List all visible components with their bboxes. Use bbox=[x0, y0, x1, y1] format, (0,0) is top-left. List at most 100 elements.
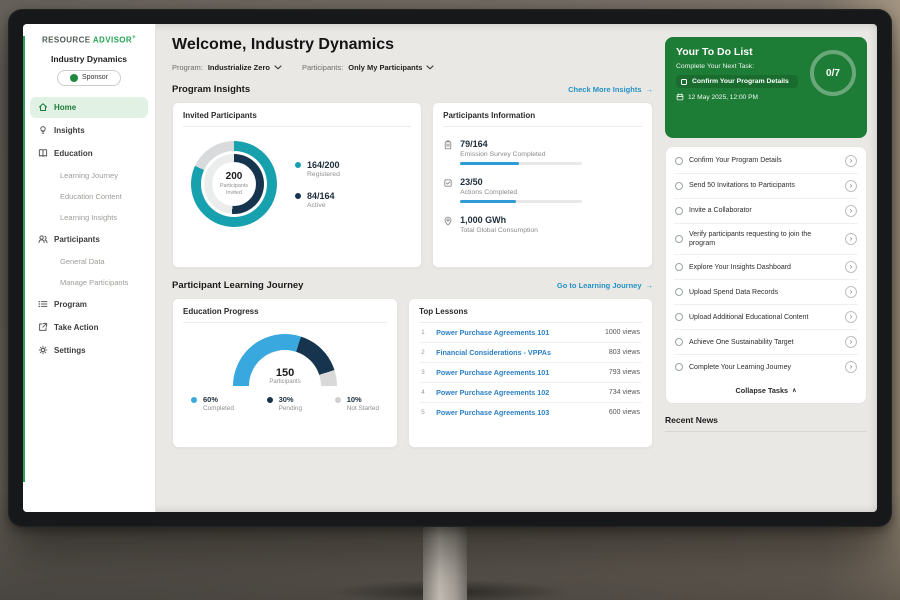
task-chevron-button[interactable]: › bbox=[845, 233, 857, 246]
stat-actions-completed: 23/50 Actions Completed bbox=[443, 177, 642, 203]
logo-plus: + bbox=[132, 35, 137, 41]
task-chevron-button[interactable]: › bbox=[845, 361, 857, 374]
checkbox-icon[interactable] bbox=[681, 78, 687, 85]
stat-value: 23/50 bbox=[460, 177, 483, 187]
sidebar-item-manage-participants[interactable]: Manage Participants bbox=[30, 273, 148, 292]
task-checkbox[interactable] bbox=[675, 313, 683, 322]
link-label: Check More Insights bbox=[568, 85, 642, 94]
lesson-title-link[interactable]: Power Purchase Agreements 102 bbox=[436, 388, 550, 397]
collapse-tasks-link[interactable]: Collapse Tasks ∧ bbox=[674, 379, 858, 401]
sidebar-item-education[interactable]: Education bbox=[30, 143, 148, 164]
sponsor-badge[interactable]: Sponsor bbox=[57, 69, 121, 86]
sidebar-item-label: Home bbox=[54, 102, 77, 112]
task-row-invite-collaborator[interactable]: Invite a Collaborator › bbox=[674, 199, 858, 224]
lesson-title-link[interactable]: Power Purchase Agreements 103 bbox=[436, 408, 550, 417]
task-chevron-button[interactable]: › bbox=[845, 336, 857, 349]
task-chevron-button[interactable]: › bbox=[845, 261, 857, 274]
lesson-rank: 4 bbox=[421, 389, 425, 396]
home-icon bbox=[38, 102, 48, 112]
card-title: Top Lessons bbox=[419, 307, 642, 323]
todo-subtitle: Complete Your Next Task: bbox=[676, 63, 755, 70]
task-label: Explore Your Insights Dashboard bbox=[689, 263, 791, 271]
sidebar-item-participants[interactable]: Participants bbox=[30, 229, 148, 250]
sidebar-item-learning-journey[interactable]: Learning Journey bbox=[30, 166, 148, 185]
task-label: Confirm Your Program Details bbox=[689, 157, 782, 165]
task-row-achieve-sustainability-target[interactable]: Achieve One Sustainability Target › bbox=[674, 330, 858, 356]
task-row-complete-learning-journey[interactable]: Complete Your Learning Journey › bbox=[674, 355, 858, 379]
task-label: Upload Spend Data Records bbox=[689, 288, 779, 296]
task-chevron-button[interactable]: › bbox=[845, 155, 857, 167]
sidebar-item-insights[interactable]: Insights bbox=[30, 120, 148, 141]
task-row-upload-spend-data[interactable]: Upload Spend Data Records › bbox=[674, 280, 858, 306]
participants-dropdown[interactable]: Only My Participants bbox=[348, 63, 434, 72]
task-checkbox[interactable] bbox=[675, 207, 683, 215]
task-chevron-button[interactable]: › bbox=[845, 205, 857, 217]
todo-title: Your To Do List bbox=[676, 46, 753, 58]
todo-due-date: 12 May 2025, 12:00 PM bbox=[676, 93, 856, 101]
task-checkbox[interactable] bbox=[675, 157, 683, 165]
lesson-row[interactable]: 3 Power Purchase Agreements 101 793 view… bbox=[419, 363, 642, 383]
participants-filter: Participants: Only My Participants bbox=[302, 63, 434, 72]
stat-value: 79/164 bbox=[460, 139, 488, 149]
legend-dot-registered bbox=[295, 161, 301, 168]
go-to-learning-journey-link[interactable]: Go to Learning Journey → bbox=[557, 281, 653, 290]
task-checkbox[interactable] bbox=[675, 235, 683, 244]
lesson-row[interactable]: 1 Power Purchase Agreements 101 1000 vie… bbox=[419, 323, 642, 343]
main-content: Welcome, Industry Dynamics Program: Indu… bbox=[156, 24, 665, 512]
task-checkbox[interactable] bbox=[675, 363, 683, 372]
task-row-confirm-program[interactable]: Confirm Your Program Details › bbox=[674, 149, 858, 174]
legend-item-pending: 30% Pending bbox=[266, 395, 302, 412]
page-title: Welcome, Industry Dynamics bbox=[172, 36, 394, 53]
task-checkbox[interactable] bbox=[675, 338, 683, 347]
sidebar-item-take-action[interactable]: Take Action bbox=[30, 317, 148, 338]
lesson-rank: 5 bbox=[421, 409, 425, 416]
gauge-center-value: 150 bbox=[275, 367, 295, 379]
lesson-row[interactable]: 2 Financial Considerations - VPPAs 803 v… bbox=[419, 343, 642, 363]
lesson-row[interactable]: 4 Power Purchase Agreements 102 734 view… bbox=[419, 383, 642, 403]
task-row-explore-insights[interactable]: Explore Your Insights Dashboard › bbox=[674, 255, 858, 281]
task-label: Achieve One Sustainability Target bbox=[689, 338, 794, 346]
invited-participants-chart-area: 200 Participants Invited 164/200 Registe… bbox=[183, 127, 411, 227]
participants-filter-label: Participants: bbox=[301, 63, 344, 72]
todo-next-task[interactable]: Confirm Your Program Details bbox=[676, 75, 798, 88]
lesson-title-link[interactable]: Power Purchase Agreements 101 bbox=[436, 328, 550, 337]
calendar-icon bbox=[676, 93, 684, 101]
task-row-upload-educational-content[interactable]: Upload Additional Educational Content › bbox=[674, 305, 858, 331]
card-title: Education Progress bbox=[183, 307, 388, 323]
sidebar-item-general-data[interactable]: General Data bbox=[30, 252, 148, 271]
task-checkbox[interactable] bbox=[675, 182, 683, 190]
lesson-rank: 2 bbox=[421, 349, 425, 356]
monitor-stand bbox=[423, 522, 467, 600]
task-chevron-button[interactable]: › bbox=[845, 286, 857, 299]
lesson-title-link[interactable]: Financial Considerations - VPPAs bbox=[436, 348, 551, 357]
legend-value: 164/200 bbox=[307, 159, 340, 170]
lesson-title-link[interactable]: Power Purchase Agreements 101 bbox=[436, 368, 550, 377]
task-chevron-button[interactable]: › bbox=[845, 311, 857, 324]
check-more-insights-link[interactable]: Check More Insights → bbox=[568, 85, 653, 94]
section-title-program-insights: Program Insights bbox=[172, 84, 251, 95]
sidebar-item-home[interactable]: Home bbox=[30, 96, 148, 118]
consumption-icon bbox=[443, 216, 453, 234]
task-checkbox[interactable] bbox=[675, 263, 683, 272]
sidebar-item-label: Program bbox=[54, 299, 87, 309]
task-row-send-invitations[interactable]: Send 50 Invitations to Participants › bbox=[674, 174, 858, 199]
task-row-verify-participants[interactable]: Verify participants requesting to join t… bbox=[674, 224, 858, 256]
lesson-row[interactable]: 5 Power Purchase Agreements 103 600 view… bbox=[419, 403, 642, 422]
todo-panel: Your To Do List Complete Your Next Task:… bbox=[665, 24, 877, 512]
sidebar-item-program[interactable]: Program bbox=[30, 294, 148, 315]
program-insights-cards: Invited Participants 200 Participants In… bbox=[172, 102, 653, 268]
lesson-rank: 3 bbox=[421, 369, 425, 376]
todo-tasks-card: Confirm Your Program Details › Send 50 I… bbox=[665, 146, 867, 405]
sidebar-item-settings[interactable]: Settings bbox=[30, 340, 148, 361]
sidebar-item-label: Education bbox=[54, 148, 93, 158]
task-checkbox[interactable] bbox=[675, 288, 683, 297]
task-chevron-button[interactable]: › bbox=[845, 180, 857, 192]
legend-item-not-started: 10% Not Started bbox=[334, 395, 379, 412]
collapse-label: Collapse Tasks bbox=[735, 386, 789, 396]
sidebar-item-education-content[interactable]: Education Content bbox=[30, 187, 148, 206]
program-dropdown[interactable]: Industrialize Zero bbox=[208, 63, 282, 72]
sidebar-item-label: Insights bbox=[54, 125, 85, 135]
sidebar-item-learning-insights[interactable]: Learning Insights bbox=[30, 208, 148, 227]
program-insights-header: Program Insights Check More Insights → bbox=[172, 84, 653, 95]
lesson-views: 793 views bbox=[608, 369, 640, 376]
